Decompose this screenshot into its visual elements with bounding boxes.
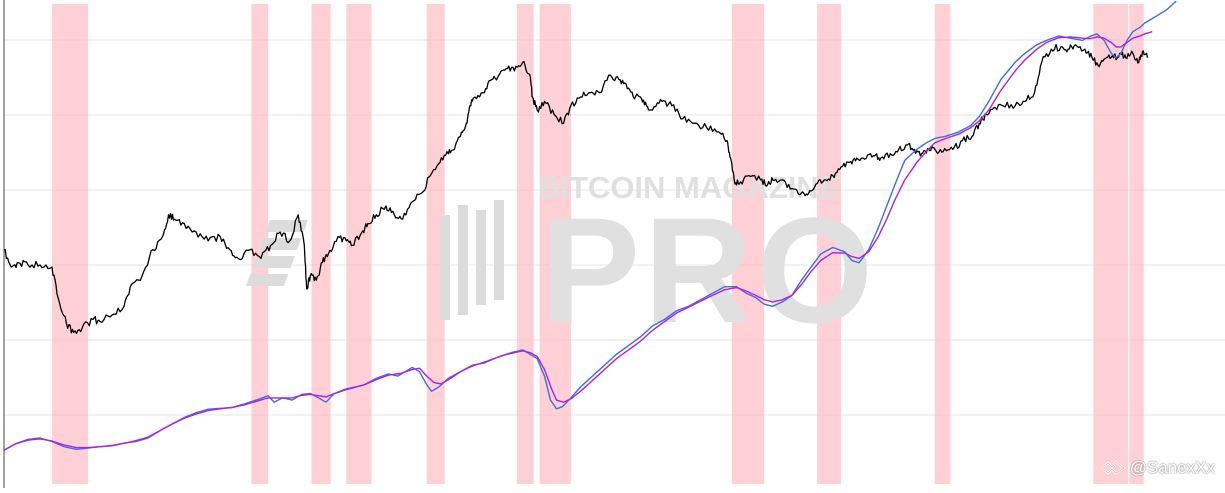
shaded-region [52, 4, 89, 484]
shaded-region [311, 4, 331, 484]
shaded-region [1093, 4, 1129, 484]
shaded-region [426, 4, 445, 484]
shaded-region [1129, 4, 1144, 484]
series-line-purple-series [3, 30, 1153, 451]
credit-handle: @SanexXx [1129, 458, 1215, 477]
series-lines [3, 0, 1177, 451]
watermark-logo-icon [245, 200, 504, 320]
shaded-region [934, 4, 951, 484]
shaded-regions [52, 4, 1144, 484]
shaded-region [346, 4, 372, 484]
watermark: BITCOIN MAGAZINE PRO [245, 170, 877, 354]
series-line-blue-series [3, 0, 1177, 451]
shaded-region [516, 4, 534, 484]
grid-lines [4, 39, 1225, 416]
watermark-line2: PRO [540, 186, 877, 354]
shaded-region [731, 4, 765, 484]
series-line-price [4, 43, 1149, 335]
watermark-bird-icon [1100, 460, 1126, 475]
shaded-region [817, 4, 842, 484]
shaded-region [251, 4, 269, 484]
credit-badge: @SanexXx [1100, 458, 1215, 478]
